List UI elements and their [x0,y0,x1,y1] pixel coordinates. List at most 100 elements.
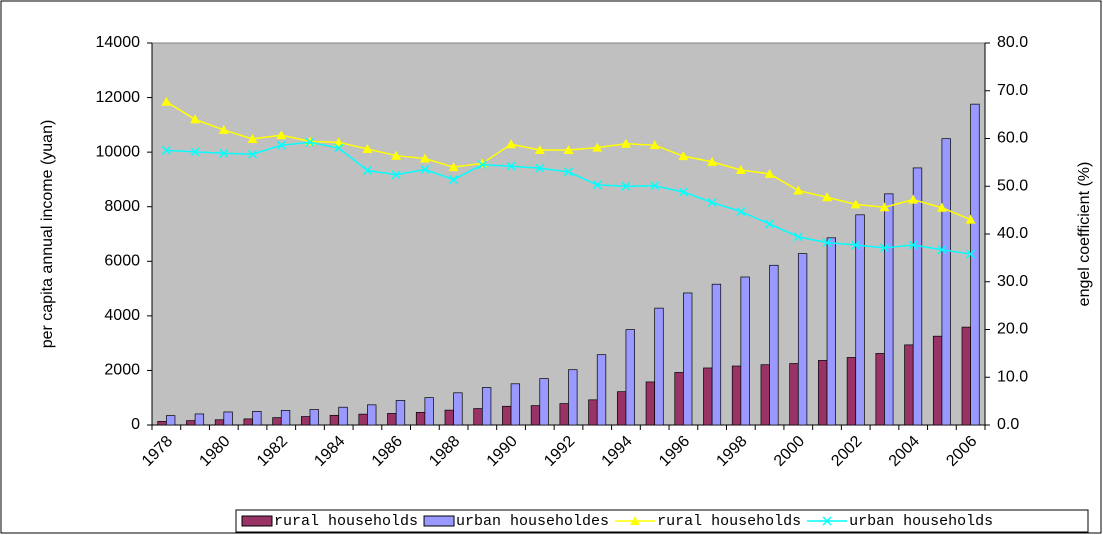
legend-swatch [423,515,455,527]
y-tick-label: 4000 [104,307,140,324]
line-marker [793,185,804,195]
line-marker [534,144,545,154]
bar [329,414,340,426]
bar [826,237,836,426]
bar [309,409,319,426]
bar [941,138,951,426]
bar [214,419,225,426]
line-marker [879,243,889,253]
bar [818,360,828,426]
line-marker [822,238,832,248]
bar [453,392,463,426]
line-marker [448,162,459,172]
bar [473,408,483,426]
legend-marker [822,516,832,526]
y-tick-label: 8000 [104,198,140,215]
bar [904,344,914,426]
bar [568,369,578,426]
bar [395,400,406,426]
line-marker [362,165,372,176]
y2-tick-label: 10.0 [997,368,1028,385]
line-marker [419,153,430,163]
bar [789,363,799,426]
line-marker [161,145,171,155]
line-marker [620,138,631,148]
line-marker [908,194,919,204]
line-marker [650,181,660,191]
y2-tick-label: 0.0 [997,416,1019,433]
legend-label: rural households [274,513,418,530]
line-marker [707,156,718,166]
line-marker [190,147,200,157]
line-marker [965,214,976,224]
y-tick-label: 12000 [96,89,141,106]
line-marker [420,165,430,175]
bar [740,276,750,426]
line-marker [391,150,402,160]
bar [338,406,348,426]
bar [797,253,808,426]
legend: rural households urban householdes rural h… [235,509,1089,533]
line-marker [276,130,287,140]
bar [683,292,693,426]
bar [157,420,167,426]
y-tick-label: 2000 [104,362,140,379]
bar [272,417,282,426]
line-marker [707,197,717,208]
bar [510,383,521,426]
line-marker [822,192,833,202]
y2-tick-label: 40.0 [997,225,1028,242]
line-marker [851,240,861,250]
bar [301,416,311,426]
bar [424,397,434,426]
y2-tick-label: 50.0 [997,177,1028,194]
bar [358,413,368,426]
y-tick-label: 14000 [96,34,141,51]
bar [625,329,635,426]
bar [596,354,607,426]
line-marker [678,187,688,197]
line-marker [334,143,344,153]
bar [530,405,541,426]
bar [884,193,894,426]
bar [444,409,454,426]
line-marker [563,167,574,177]
line-marker [506,139,517,149]
bar [912,167,923,426]
y2-tick-label: 60.0 [997,130,1028,147]
bar [252,411,262,426]
y-axis-label: per capita annual income (yuan) [39,120,56,349]
line-marker [850,199,861,209]
bar [559,403,569,426]
y2-tick-label: 80.0 [997,34,1028,51]
bar [769,264,779,426]
bar [875,353,885,426]
bar [970,103,980,426]
legend-label: urban householdes [456,513,609,530]
bar [645,381,656,426]
line-marker [592,142,603,152]
bar [367,404,377,426]
bar [280,410,291,426]
bar [932,335,943,426]
y2-axis-label: engel coefficient (%) [1076,162,1093,307]
legend-label: rural households [657,513,801,530]
line-marker [305,137,315,147]
line-marker [563,144,574,154]
line-marker [506,161,516,171]
bar [415,412,426,426]
y-tick-label: 10000 [96,143,141,160]
bar [502,405,512,426]
line-marker [219,148,229,158]
line-marker [248,149,258,159]
bar [674,372,684,426]
bar [194,413,205,426]
line-marker [190,114,201,124]
line-marker [908,240,918,250]
line-marker [936,202,947,212]
line-marker [449,175,459,185]
bar [616,391,627,426]
bar [588,399,598,426]
bar [186,420,196,426]
